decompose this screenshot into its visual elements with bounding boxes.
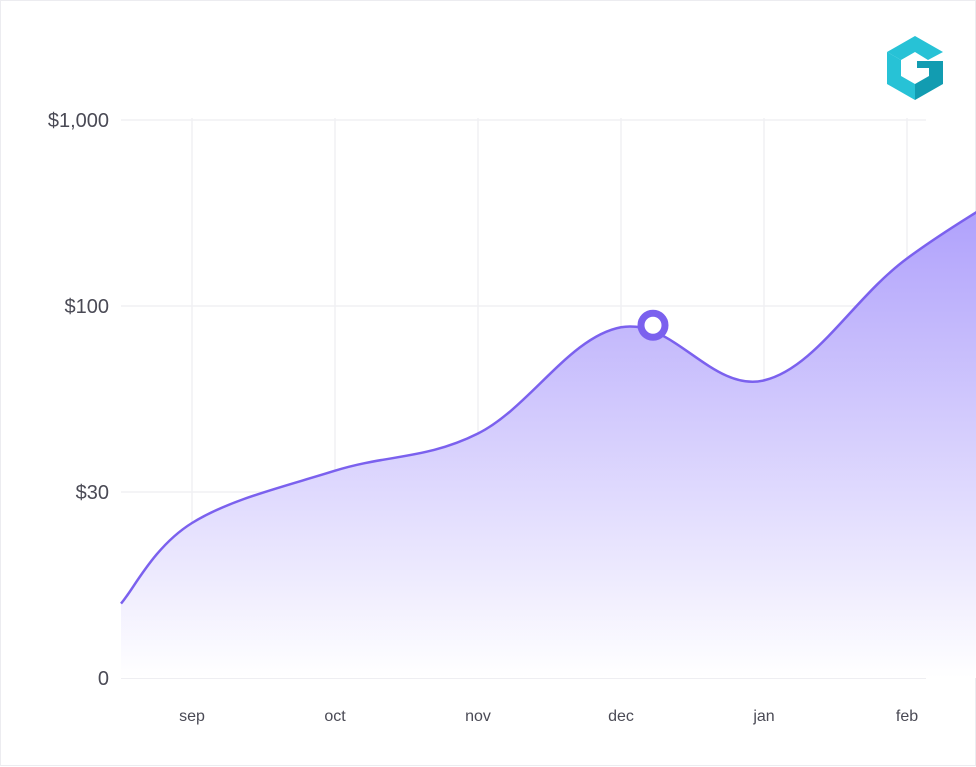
series-line — [120, 211, 976, 605]
x-tick-label: feb — [896, 708, 918, 725]
logo-right-face — [915, 61, 943, 100]
x-tick-label: sep — [179, 708, 205, 725]
x-tick-label: nov — [465, 708, 491, 725]
x-tick-label: jan — [752, 708, 774, 725]
area-layer — [120, 211, 976, 678]
y-tick-label: $100 — [65, 296, 110, 318]
y-tick-label: $1,000 — [48, 110, 109, 132]
x-tick-label: dec — [608, 708, 634, 725]
y-tick-label: $30 — [76, 482, 109, 504]
x-axis: sep oct nov dec jan feb — [179, 708, 918, 725]
x-tick-label: oct — [324, 708, 346, 725]
g-hexagon-logo-icon — [887, 36, 943, 100]
series-group — [120, 211, 976, 678]
series-area — [121, 212, 976, 678]
y-axis: 0 $30 $100 $1,000 — [48, 110, 109, 690]
highlight-point[interactable] — [637, 309, 669, 341]
y-tick-label: 0 — [98, 668, 109, 690]
logo-left-face — [887, 52, 915, 100]
marker-layer — [637, 309, 669, 341]
logo-top-face — [887, 36, 943, 60]
